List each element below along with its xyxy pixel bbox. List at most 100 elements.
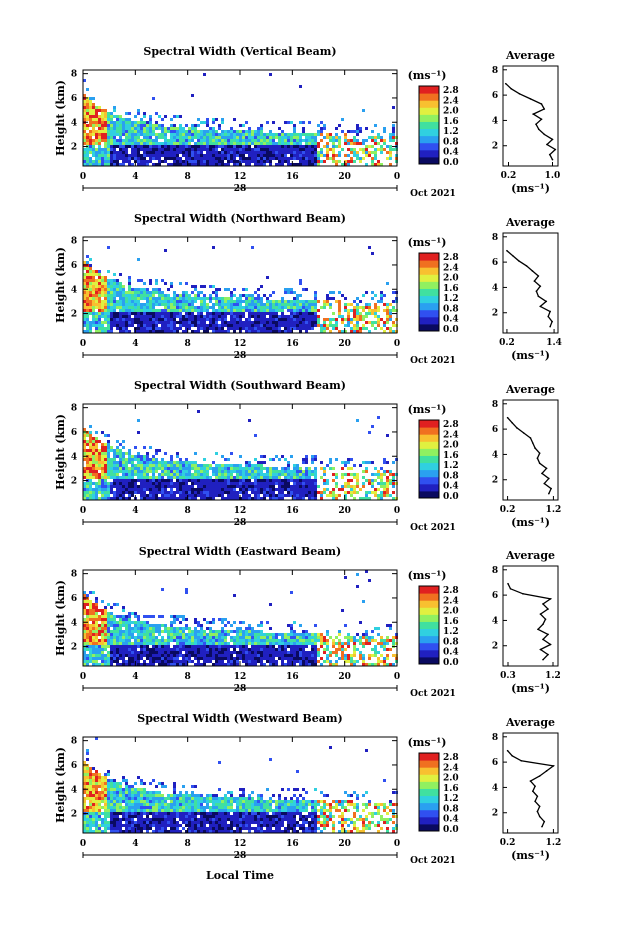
heatmap-cell bbox=[272, 154, 275, 157]
heatmap-cell bbox=[89, 660, 92, 663]
heatmap-cell bbox=[287, 139, 290, 142]
heatmap-cell bbox=[188, 324, 191, 327]
heatmap-cell bbox=[131, 654, 134, 657]
heatmap-cell bbox=[107, 440, 110, 443]
heatmap-cell bbox=[293, 327, 296, 330]
heatmap-cell bbox=[128, 621, 131, 624]
heatmap-cell bbox=[113, 309, 116, 312]
heatmap-cell bbox=[155, 636, 158, 639]
heatmap-cell bbox=[284, 145, 287, 148]
heatmap-cell bbox=[155, 151, 158, 154]
heatmap-cell bbox=[272, 642, 275, 645]
heatmap-cell bbox=[314, 467, 317, 470]
heatmap-cell bbox=[257, 127, 260, 130]
heatmap-cell bbox=[212, 497, 215, 500]
heatmap-cell bbox=[350, 157, 353, 160]
heatmap-cell bbox=[119, 627, 122, 630]
heatmap-cell bbox=[257, 633, 260, 636]
heatmap-cell bbox=[122, 467, 125, 470]
heatmap-cell bbox=[104, 482, 107, 485]
heatmap-cell bbox=[188, 627, 191, 630]
heatmap-cell bbox=[89, 642, 92, 645]
heatmap-cell bbox=[107, 663, 110, 666]
heatmap-cell bbox=[233, 145, 236, 148]
heatmap-cell bbox=[209, 139, 212, 142]
heatmap-cell bbox=[86, 330, 89, 333]
heatmap-cell bbox=[191, 330, 194, 333]
profile-y-tick-label: 4 bbox=[492, 450, 498, 460]
heatmap-cell bbox=[272, 321, 275, 324]
heatmap-cell bbox=[245, 657, 248, 660]
heatmap-cell bbox=[356, 303, 359, 306]
heatmap-cell bbox=[134, 648, 137, 651]
heatmap-cell bbox=[83, 497, 86, 500]
heatmap-cell bbox=[83, 151, 86, 154]
heatmap-cell bbox=[110, 482, 113, 485]
heatmap-cell bbox=[245, 467, 248, 470]
heatmap-cell bbox=[119, 330, 122, 333]
heatmap-cell bbox=[248, 312, 251, 315]
heatmap-cell bbox=[302, 160, 305, 163]
heatmap-cell bbox=[110, 291, 113, 294]
heatmap-cell bbox=[389, 482, 392, 485]
heatmap-cell bbox=[128, 321, 131, 324]
heatmap-cell bbox=[356, 124, 359, 127]
heatmap-cell bbox=[170, 494, 173, 497]
heatmap-cell bbox=[98, 642, 101, 645]
heatmap-cell bbox=[239, 645, 242, 648]
heatmap-cell bbox=[251, 488, 254, 491]
heatmap-cell bbox=[206, 312, 209, 315]
heatmap-cell bbox=[131, 663, 134, 666]
heatmap-cell bbox=[389, 163, 392, 166]
heatmap-cell bbox=[83, 494, 86, 497]
heatmap-cell bbox=[332, 312, 335, 315]
heatmap-cell bbox=[116, 494, 119, 497]
heatmap-cell bbox=[122, 452, 125, 455]
heatmap-cell bbox=[95, 303, 98, 306]
heatmap-cell bbox=[215, 645, 218, 648]
heatmap-cell bbox=[332, 497, 335, 500]
heatmap-cell bbox=[152, 312, 155, 315]
heatmap-cell bbox=[233, 464, 236, 467]
heatmap-cell bbox=[200, 300, 203, 303]
heatmap-cell bbox=[209, 315, 212, 318]
heatmap-cell bbox=[161, 476, 164, 479]
heatmap-cell bbox=[230, 157, 233, 160]
heatmap-cell bbox=[221, 327, 224, 330]
heatmap-cell bbox=[182, 473, 185, 476]
heatmap-cell bbox=[350, 160, 353, 163]
heatmap-cell bbox=[266, 473, 269, 476]
heatmap-cell bbox=[185, 636, 188, 639]
heatmap-cell bbox=[116, 282, 119, 285]
heatmap-cell bbox=[206, 130, 209, 133]
heatmap-cell bbox=[245, 482, 248, 485]
heatmap-cell bbox=[119, 449, 122, 452]
heatmap-cell bbox=[212, 163, 215, 166]
heatmap-cell bbox=[176, 479, 179, 482]
heatmap-cell bbox=[140, 494, 143, 497]
heatmap-cell bbox=[272, 303, 275, 306]
heatmap-cell bbox=[203, 318, 206, 321]
heatmap-cell bbox=[308, 163, 311, 166]
heatmap-cell bbox=[92, 449, 95, 452]
heatmap-cell bbox=[314, 145, 317, 148]
heatmap-cell bbox=[161, 300, 164, 303]
heatmap-cell bbox=[101, 651, 104, 654]
heatmap-cell bbox=[221, 148, 224, 151]
heatmap-cell bbox=[314, 154, 317, 157]
heatmap-cell bbox=[131, 636, 134, 639]
heatmap-cell bbox=[92, 270, 95, 273]
heatmap-cell bbox=[272, 133, 275, 136]
heatmap-cell bbox=[95, 324, 98, 327]
heatmap-cell bbox=[221, 630, 224, 633]
heatmap-cell bbox=[374, 473, 377, 476]
heatmap-cell bbox=[107, 285, 110, 288]
heatmap-cell bbox=[107, 321, 110, 324]
heatmap-cell bbox=[167, 636, 170, 639]
heatmap-cell bbox=[161, 639, 164, 642]
heatmap-cell bbox=[281, 139, 284, 142]
heatmap-cell bbox=[125, 476, 128, 479]
heatmap-cell bbox=[254, 464, 257, 467]
heatmap-cell bbox=[176, 130, 179, 133]
heatmap-cell bbox=[209, 491, 212, 494]
